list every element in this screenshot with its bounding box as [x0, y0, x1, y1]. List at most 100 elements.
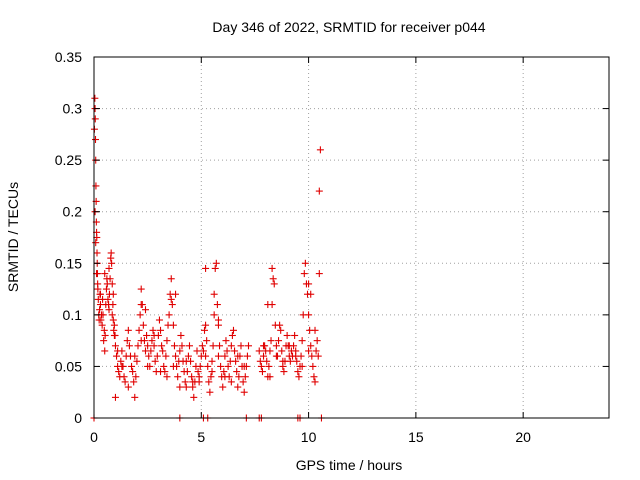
data-point: [240, 388, 248, 396]
x-tick-label: 0: [90, 429, 98, 445]
axis-ticks: [93, 56, 609, 419]
data-point: [158, 342, 166, 350]
data-point: [305, 280, 313, 288]
data-point: [102, 285, 110, 293]
data-point: [235, 373, 243, 381]
data-point: [208, 368, 216, 376]
data-point: [227, 378, 235, 386]
data-point: [165, 311, 173, 319]
data-point: [307, 342, 315, 350]
data-point: [149, 326, 157, 334]
data-point: [120, 373, 128, 381]
data-point: [311, 378, 319, 386]
data-point: [101, 270, 109, 278]
data-point: [124, 326, 132, 334]
data-point: [210, 290, 218, 298]
data-point: [144, 362, 152, 370]
data-point: [115, 368, 123, 376]
data-point: [313, 337, 321, 345]
data-point: [172, 290, 180, 298]
data-point: [167, 275, 175, 283]
data-point: [266, 373, 274, 381]
data-point: [129, 368, 137, 376]
data-point: [181, 378, 189, 386]
y-tick-label: 0.3: [63, 101, 83, 117]
data-point: [239, 378, 247, 386]
data-point: [150, 331, 158, 339]
data-point: [182, 383, 190, 391]
data-point: [160, 362, 168, 370]
y-tick-label: 0.05: [55, 358, 82, 374]
data-point: [124, 383, 132, 391]
y-tick-label: 0: [74, 410, 82, 426]
data-point: [104, 295, 112, 303]
data-point: [92, 239, 100, 247]
data-point: [314, 352, 322, 360]
data-point: [202, 352, 210, 360]
data-point: [113, 352, 121, 360]
data-point: [163, 337, 171, 345]
data-point: [311, 326, 319, 334]
data-point: [211, 264, 219, 272]
data-point: [133, 357, 141, 365]
x-tick-label: 20: [515, 429, 531, 445]
data-point: [100, 326, 108, 334]
data-point: [178, 342, 186, 350]
data-point: [108, 280, 116, 288]
y-tick-label: 0.15: [55, 255, 82, 271]
data-point: [118, 362, 126, 370]
data-point: [110, 331, 118, 339]
data-point: [240, 362, 248, 370]
data-point: [300, 270, 308, 278]
data-point: [110, 326, 118, 334]
data-point: [163, 373, 171, 381]
data-point: [190, 393, 198, 401]
data-point: [315, 187, 323, 195]
data-point: [241, 373, 249, 381]
data-point: [268, 264, 276, 272]
data-point: [135, 326, 143, 334]
data-points: [90, 94, 325, 422]
tick-labels: 0 0.05 0.1 0.15 0.2 0.25 0.3 0.35 0 5 10 15 20: [55, 49, 531, 445]
data-point: [92, 182, 100, 190]
data-point: [316, 146, 324, 154]
data-point: [108, 259, 116, 267]
data-point: [188, 373, 196, 381]
grid-lines: [94, 57, 609, 418]
data-point: [237, 342, 245, 350]
data-point: [169, 321, 177, 329]
data-point: [98, 321, 106, 329]
data-point: [176, 347, 184, 355]
data-point: [110, 321, 118, 329]
data-point: [96, 290, 104, 298]
data-point: [207, 373, 215, 381]
data-point: [151, 357, 159, 365]
data-point: [100, 337, 108, 345]
data-point: [195, 373, 203, 381]
data-point: [157, 368, 165, 376]
data-point: [228, 331, 236, 339]
data-point: [265, 362, 273, 370]
data-point: [222, 337, 230, 345]
data-point: [176, 383, 184, 391]
data-point: [101, 331, 109, 339]
data-point: [198, 342, 206, 350]
data-point: [263, 357, 271, 365]
data-point: [114, 347, 122, 355]
data-point: [131, 352, 139, 360]
data-point: [255, 347, 263, 355]
data-point: [94, 285, 102, 293]
data-point: [107, 249, 115, 257]
data-point: [276, 321, 284, 329]
data-point: [283, 331, 291, 339]
data-point: [106, 275, 114, 283]
data-point: [308, 352, 316, 360]
data-point: [298, 337, 306, 345]
data-point: [203, 337, 211, 345]
x-tick-label: 10: [301, 429, 317, 445]
data-point: [267, 337, 275, 345]
data-point: [234, 352, 242, 360]
data-point: [170, 342, 178, 350]
data-point: [221, 373, 229, 381]
